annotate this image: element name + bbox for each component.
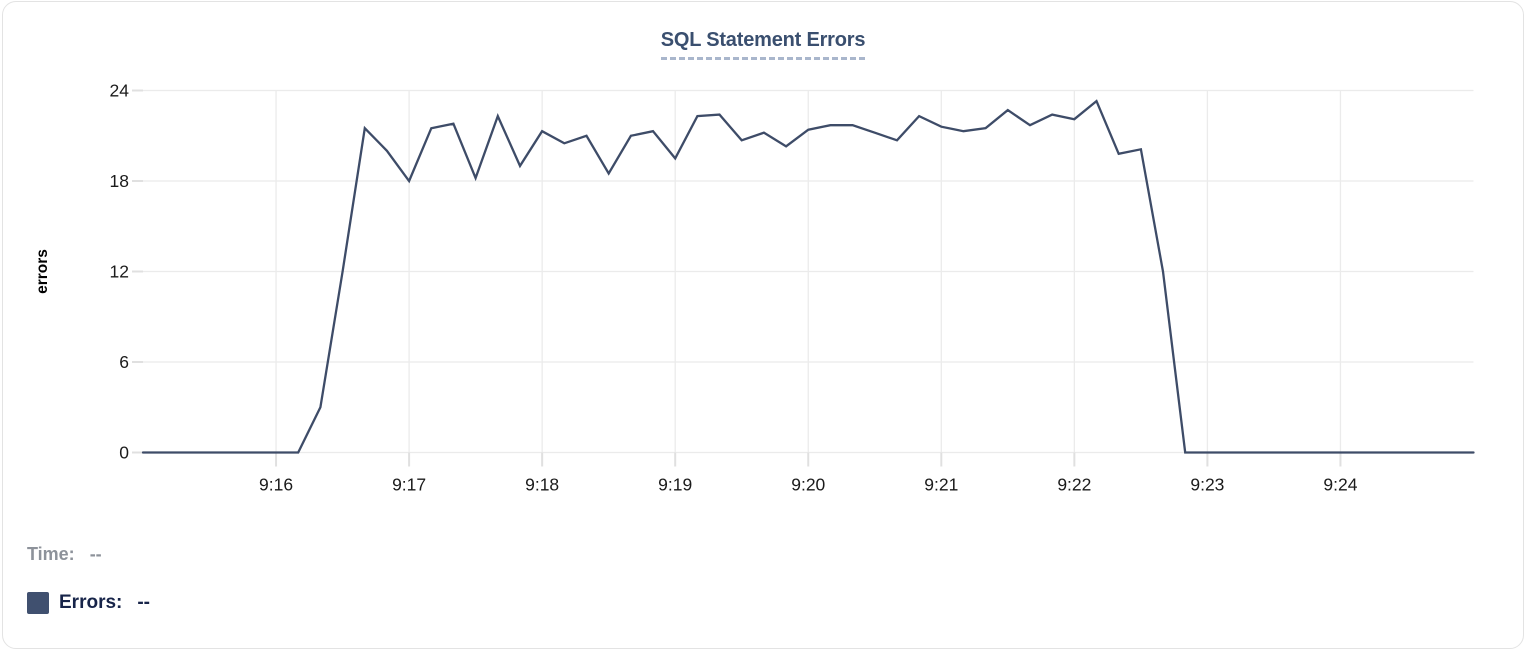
- y-tick-label: 12: [110, 262, 129, 282]
- y-tick-label: 0: [119, 443, 129, 463]
- y-tick-label: 24: [110, 81, 130, 101]
- y-tick-label: 6: [119, 352, 129, 372]
- x-tick-label: 9:21: [924, 475, 958, 495]
- chart-title: SQL Statement Errors: [3, 29, 1523, 60]
- x-tick-label: 9:20: [791, 475, 825, 495]
- legend-row-errors[interactable]: Errors: --: [27, 591, 150, 614]
- x-tick-label: 9:17: [392, 475, 426, 495]
- y-axis-title: errors: [34, 249, 51, 294]
- x-tick-label: 9:16: [259, 475, 293, 495]
- x-tick-label: 9:19: [658, 475, 692, 495]
- legend-row-time: Time: --: [27, 543, 150, 566]
- time-value: --: [89, 544, 102, 564]
- x-tick-label: 9:24: [1323, 475, 1357, 495]
- errors-label: Errors:: [59, 591, 123, 613]
- x-tick-label: 9:23: [1190, 475, 1224, 495]
- y-tick-label: 18: [110, 171, 129, 191]
- errors-series-swatch: [27, 591, 49, 614]
- chart-legend: Time: -- Errors: --: [27, 543, 150, 639]
- chart-title-text[interactable]: SQL Statement Errors: [660, 29, 865, 60]
- errors-value: --: [137, 591, 151, 613]
- errors-line-chart[interactable]: 0 6 12 18 24 9:16 9:17 9:18 9:19 9:20 9:21 9:22 9:23…: [3, 2, 1524, 517]
- x-tick-label: 9:22: [1057, 475, 1091, 495]
- errors-series-line: [141, 99, 1475, 454]
- time-label: Time:: [27, 544, 75, 564]
- x-tick-label: 9:18: [525, 475, 559, 495]
